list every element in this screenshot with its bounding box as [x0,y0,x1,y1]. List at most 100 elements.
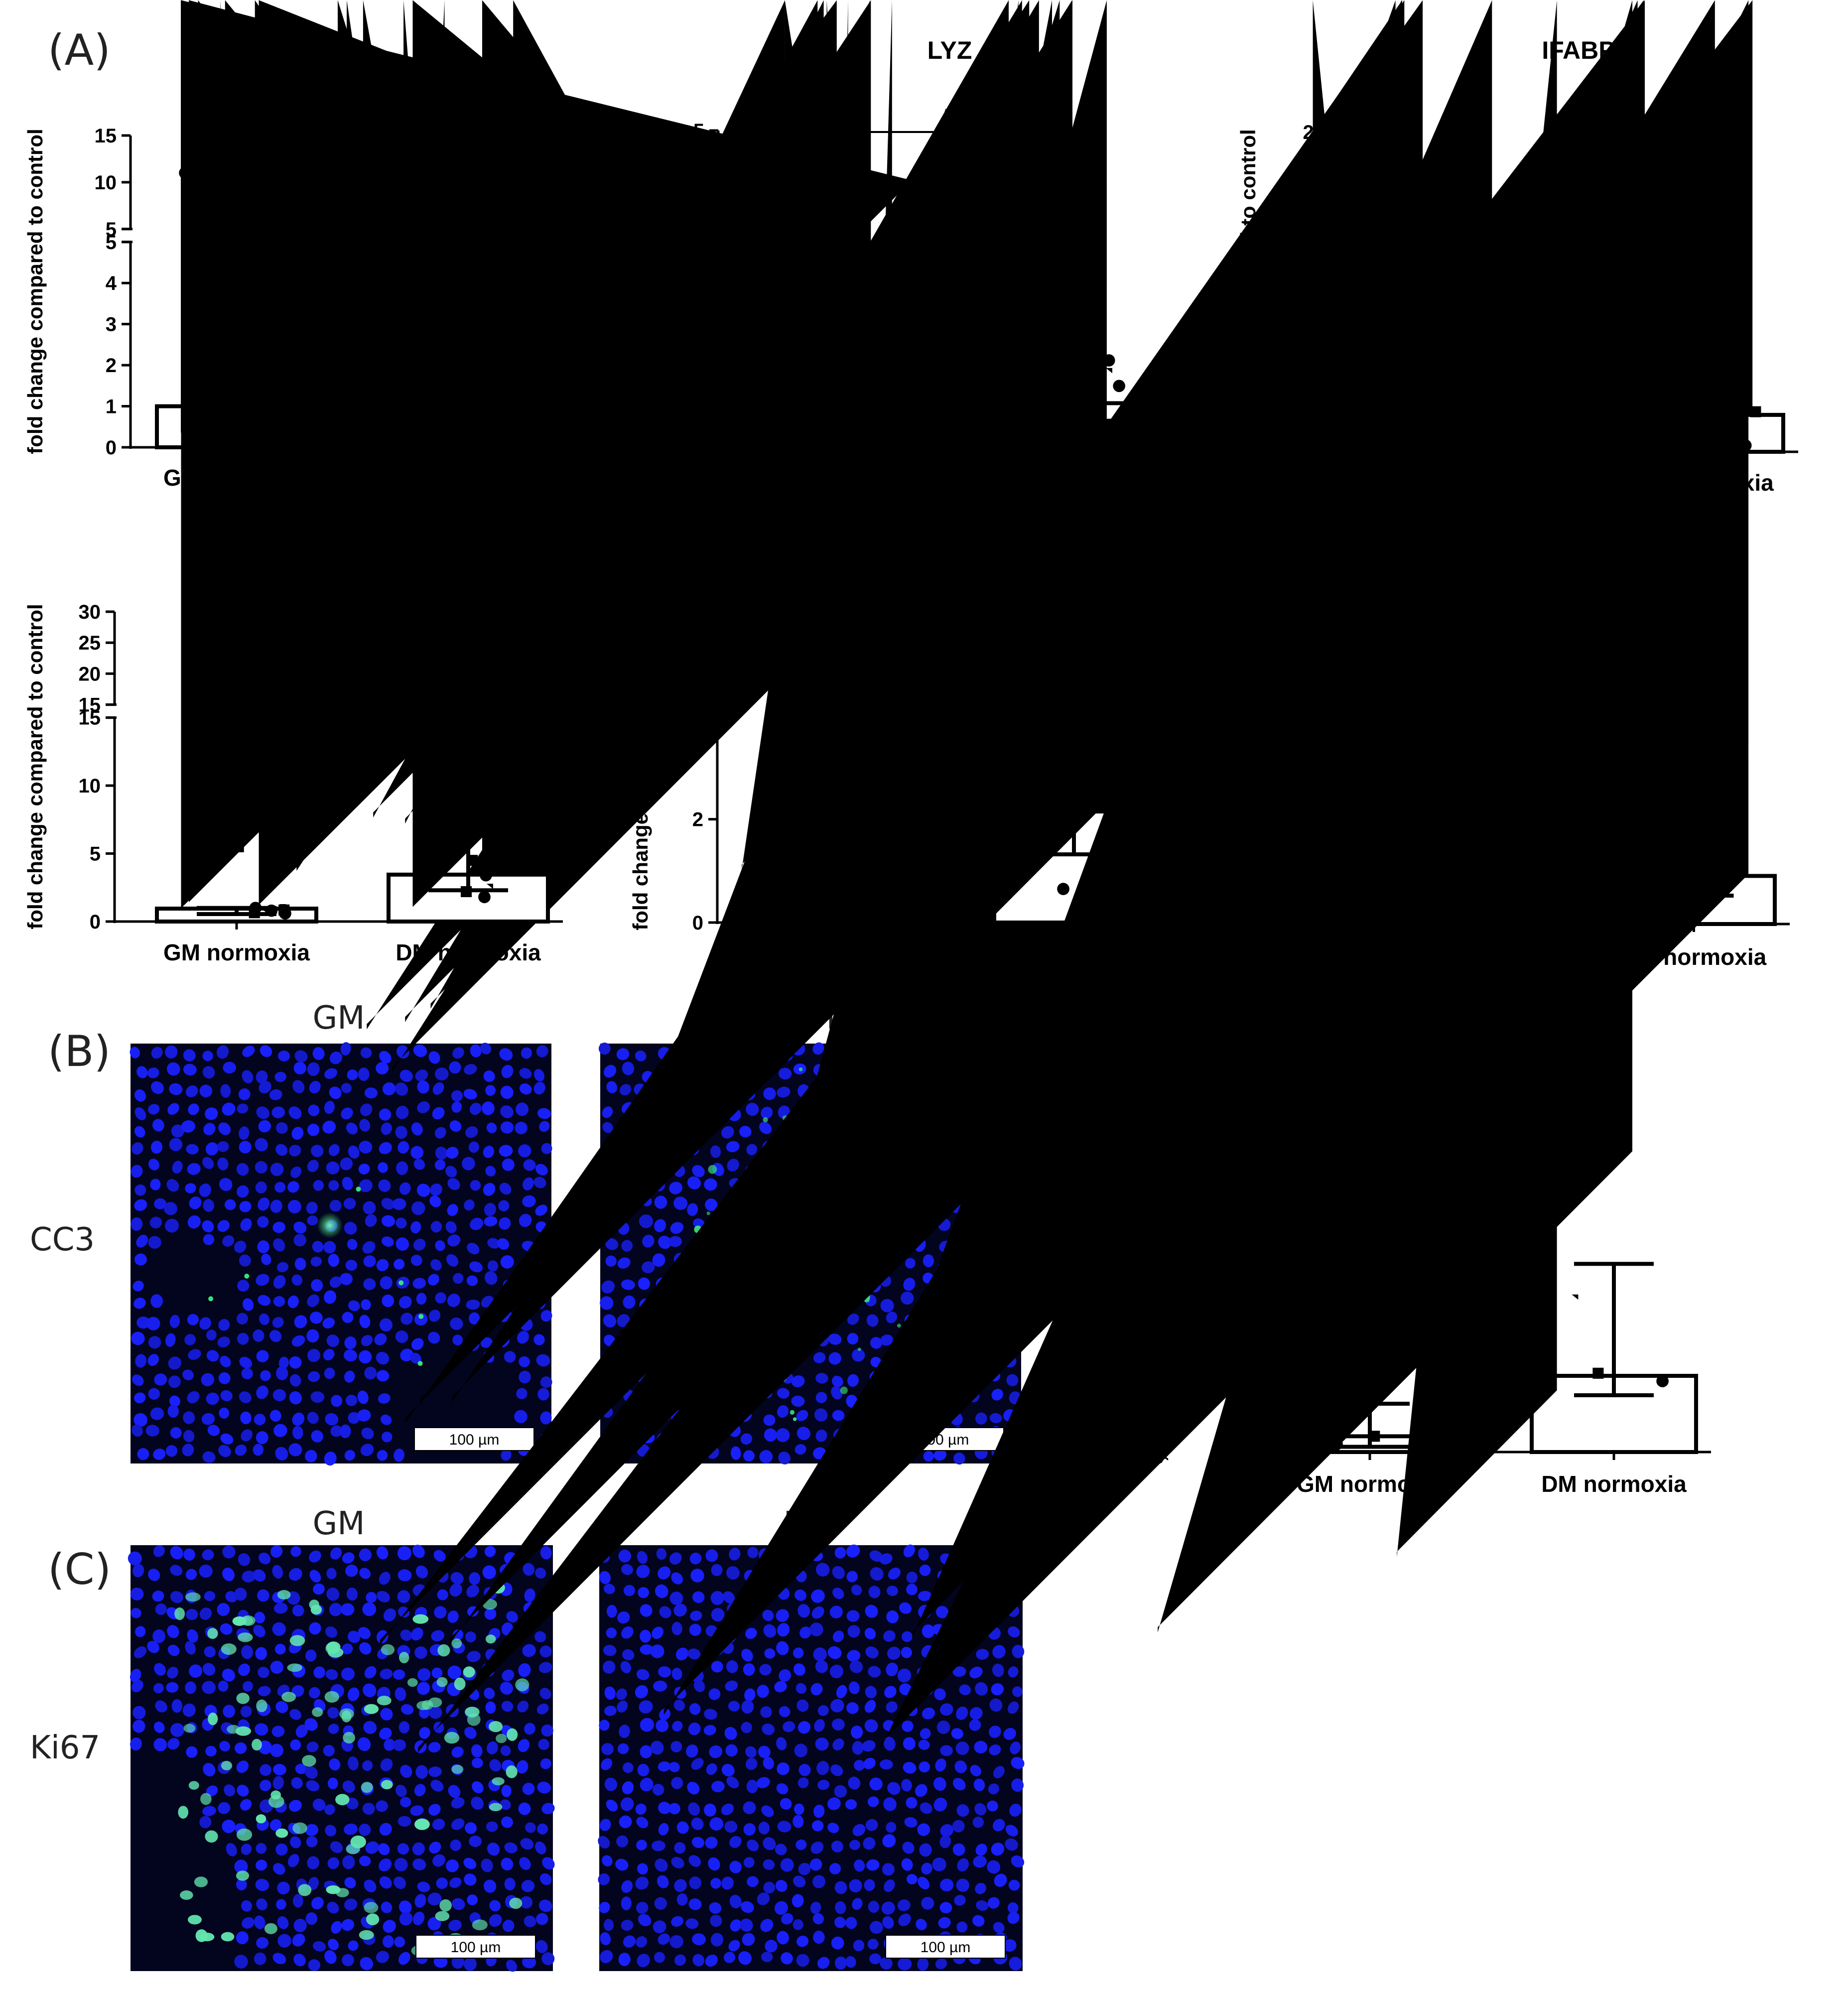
nucleus [150,1179,161,1191]
nucleus [906,1584,918,1595]
nucleus [940,1824,954,1837]
nucleus [951,1728,963,1739]
nucleus [291,1685,304,1697]
nucleus [690,1610,702,1621]
nucleus [223,1062,236,1074]
nucleus [515,1121,528,1135]
ki67-positive-nucleus [506,1765,518,1778]
nucleus [186,1144,199,1155]
nucleus [1009,1957,1022,1971]
nucleus [292,1933,305,1947]
nucleus [447,1204,458,1216]
nucleus [393,1669,405,1680]
ki67-positive-nucleus [205,1830,218,1843]
nucleus [810,1683,823,1696]
nucleus [622,1649,635,1661]
nucleus [635,1050,647,1062]
nucleus [519,1857,531,1870]
nucleus [691,1758,704,1770]
nucleus [417,1668,431,1681]
nucleus [604,1584,615,1594]
nucleus [689,1876,702,1889]
nucleus [537,1781,551,1794]
nucleus [728,1940,740,1952]
nucleus [260,1779,271,1791]
nucleus [906,1797,918,1809]
nuclei [597,1544,1025,1971]
nucleus [866,1859,880,1871]
nucleus [674,1879,687,1892]
nucleus [897,1668,912,1683]
nucleus [366,1592,377,1603]
nucleus [622,1781,634,1795]
scale-bar-label: 100 µm [921,1939,971,1956]
cc3-stain-spot [418,1314,424,1319]
nucleus [270,1743,283,1757]
nucleus [449,1583,462,1597]
nucleus [954,1760,967,1773]
nucleus [396,1161,408,1175]
nucleus [240,1218,252,1231]
nucleus [780,1858,794,1872]
nucleus [849,1840,861,1851]
nucleus [463,1858,477,1869]
data-point [1592,1367,1604,1379]
nucleus [811,1589,825,1603]
nucleus [467,1651,481,1662]
nucleus [690,1569,704,1583]
nucleus [464,1873,477,1886]
nucleus [865,1686,877,1699]
nucleus [446,1147,459,1159]
nucleus [535,1164,548,1176]
nucleus [167,1625,179,1638]
nucleus [306,1741,319,1752]
nucleus [309,1080,321,1094]
nucleus [847,1314,859,1325]
nucleus [669,1935,683,1949]
nucleus [136,1234,148,1248]
nucleus [400,1629,412,1641]
nucleus [815,1563,830,1577]
nucleus [635,1685,649,1699]
nucleus [226,1843,237,1857]
nucleus [305,1824,319,1836]
y-tick-label: 5 [90,843,101,865]
nucleus [797,1604,810,1618]
cc3-stain-spot [708,1165,717,1174]
nucleus [671,1621,682,1635]
nucleus [642,1261,655,1274]
nucleus [483,1183,496,1196]
nucleus [130,1588,144,1600]
nucleus [688,1898,702,1910]
nucleus [136,1316,150,1329]
nucleus [827,1646,842,1659]
nucleus [462,1157,475,1171]
nucleus [1012,1645,1025,1658]
nucleus [307,1371,320,1382]
nucleus [272,1565,283,1579]
nucleus [916,1918,927,1931]
nucleus [933,1797,947,1812]
nucleus [359,1856,371,1866]
nucleus [414,1784,426,1797]
nucleus [758,1745,771,1758]
nucleus [469,1836,482,1847]
nucleus [829,1664,844,1679]
nucleus [923,1254,934,1268]
nucleus [432,1082,444,1095]
nucleus [452,1334,463,1345]
nucleus [182,1444,194,1457]
nucleus [307,1160,319,1173]
nucleus [186,1608,198,1620]
nucleus [834,1881,847,1894]
nucleus [379,1876,392,1889]
nucleus [414,1894,426,1908]
ki67-positive-nucleus [264,1923,277,1934]
nucleus [746,1144,758,1156]
nucleus [1003,1939,1017,1952]
nucleus [253,1624,265,1637]
nucleus [485,1166,496,1177]
nucleus [599,1819,611,1831]
nucleus [155,1603,167,1615]
nucleus [832,1630,844,1642]
